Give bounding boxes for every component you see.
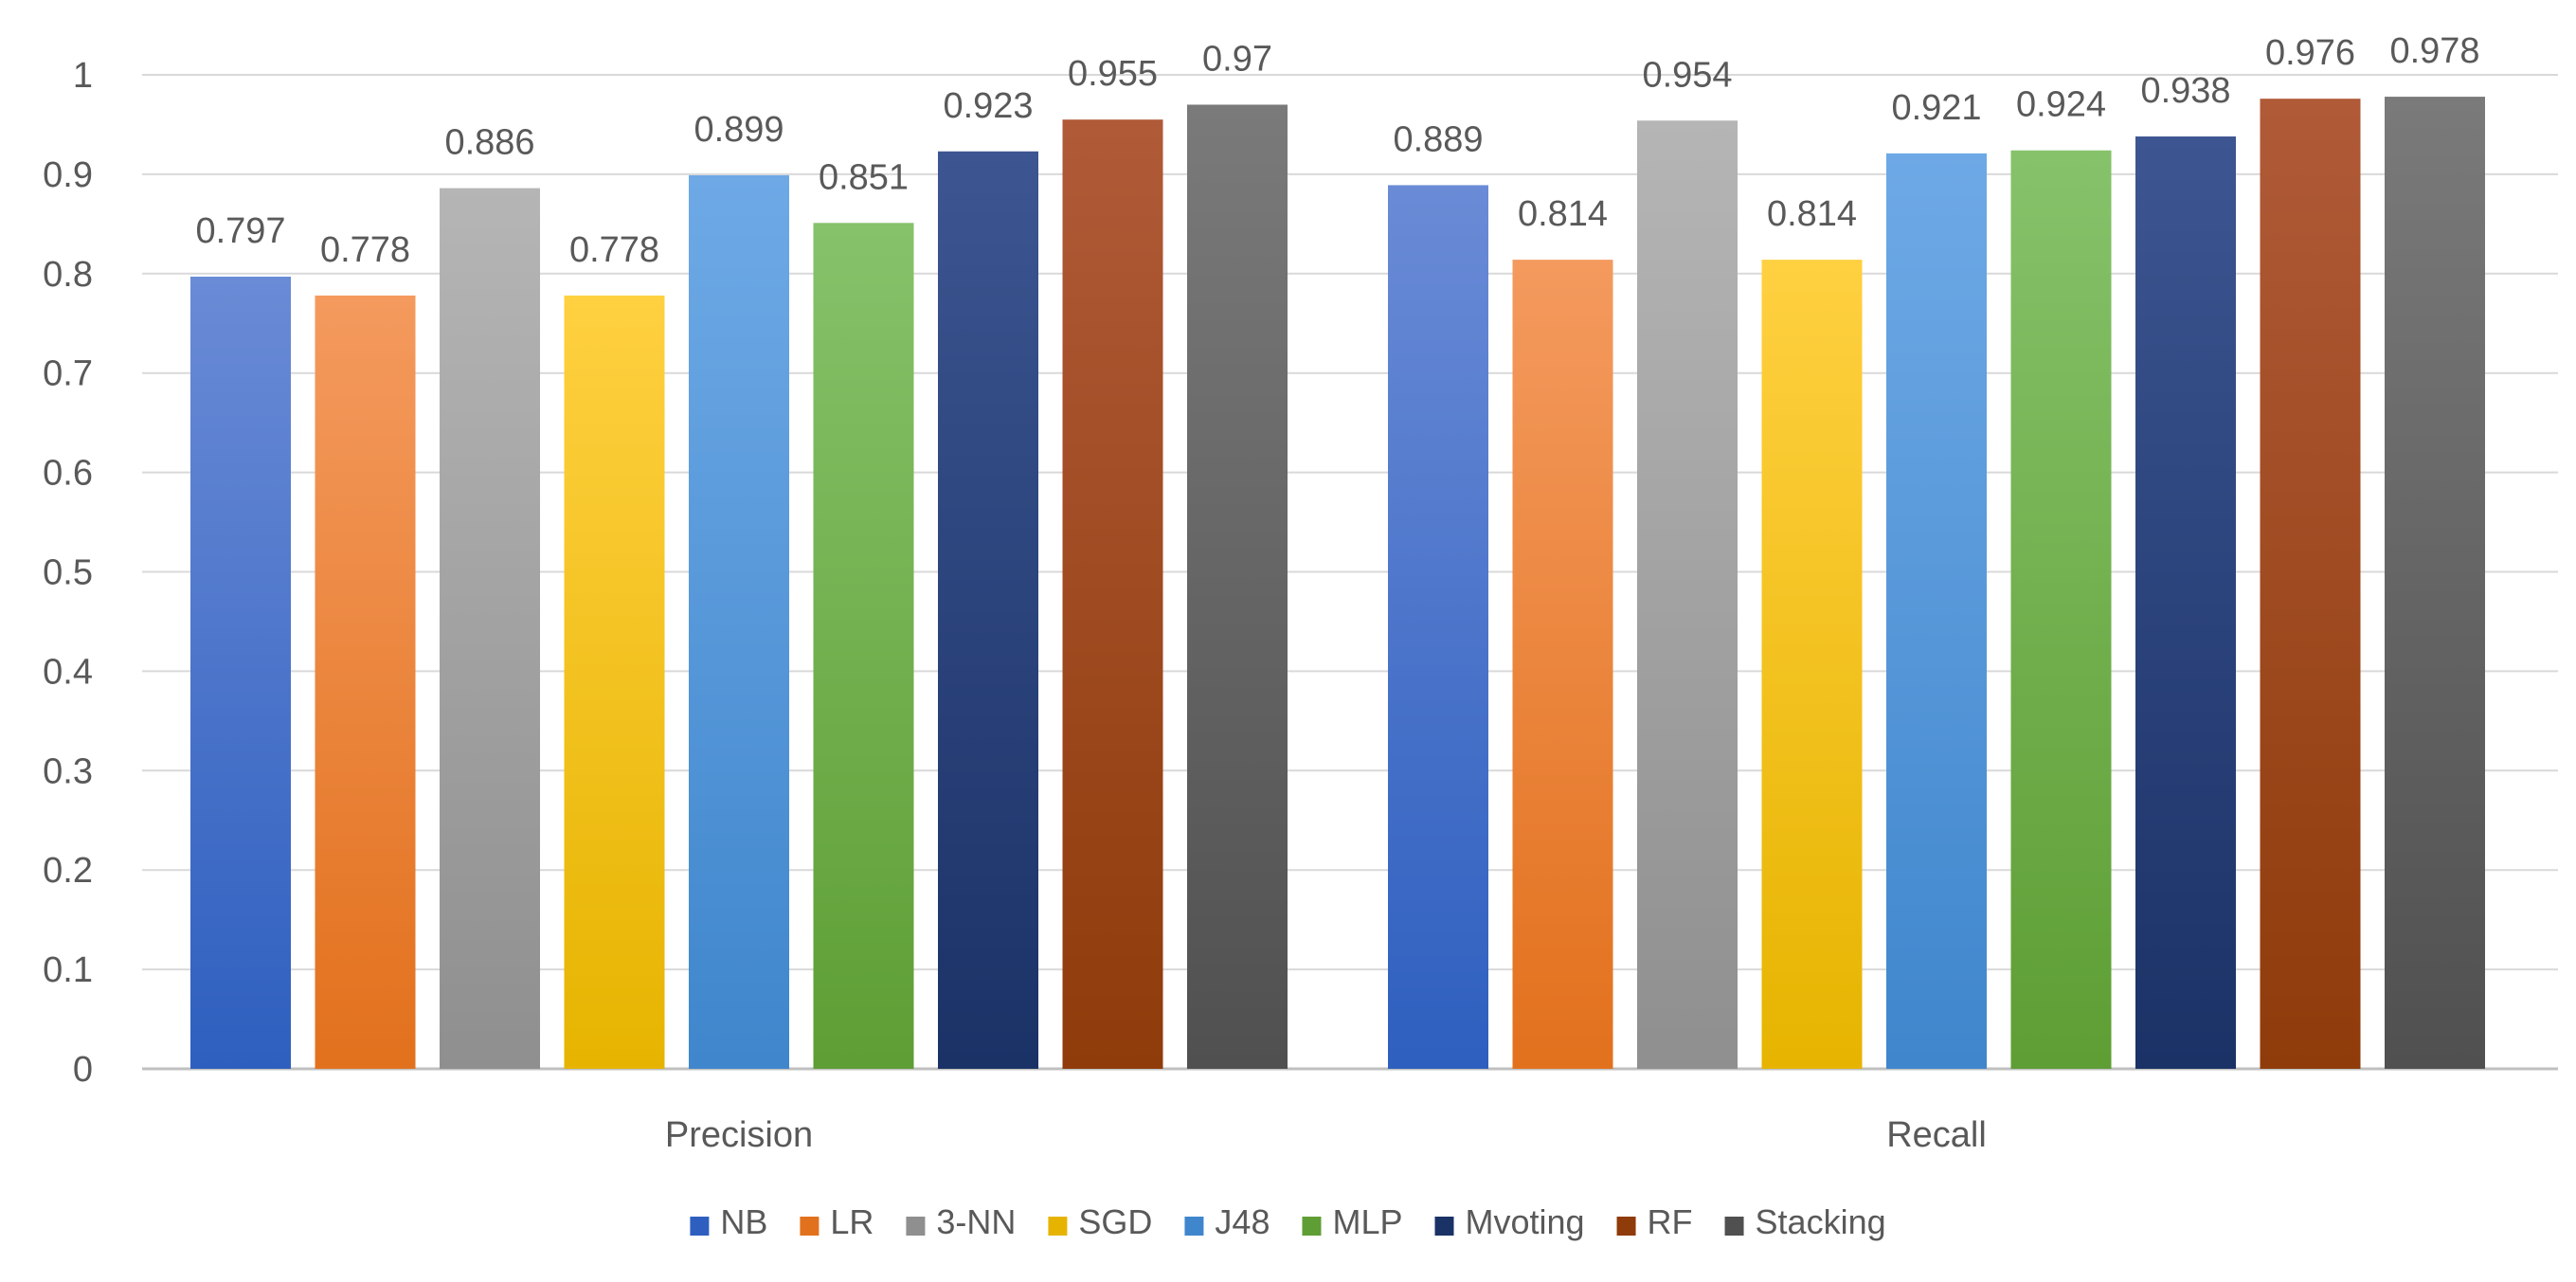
data-label: 0.976: [2265, 33, 2355, 73]
legend-swatch: [1724, 1217, 1744, 1236]
bar-j48-precision: [689, 174, 789, 1070]
legend-label: LR: [830, 1202, 874, 1241]
legend-swatch: [1302, 1217, 1322, 1236]
legend-item-3-nn: 3-NN: [906, 1202, 1016, 1241]
bar-stacking-recall: [2385, 97, 2485, 1069]
legend: NB LR 3-NN SGD J48 MLP Mvoting RF Stacking: [690, 1202, 1886, 1241]
y-axis-tick-labels: 0 0.1 0.2 0.3 0.4 0.5 0.6 0.7 0.8 0.9 1: [43, 56, 93, 1090]
y-tick-label: 0.9: [43, 155, 93, 195]
legend-item-mvoting: Mvoting: [1434, 1202, 1585, 1241]
legend-item-nb: NB: [690, 1202, 767, 1241]
bar-rf-recall: [2260, 99, 2361, 1069]
data-label: 0.899: [694, 110, 784, 150]
bars: [190, 97, 2485, 1070]
y-tick-label: 0.2: [43, 851, 93, 891]
bar-3-nn-precision: [440, 188, 540, 1069]
bar-j48-recall: [1886, 153, 1987, 1070]
x-category-label: Recall: [1886, 1115, 1987, 1155]
data-label: 0.955: [1068, 54, 1158, 94]
y-tick-label: 0.6: [43, 454, 93, 494]
legend-swatch: [1048, 1217, 1068, 1236]
legend-swatch: [690, 1217, 710, 1236]
data-label: 0.797: [195, 211, 285, 251]
bar-mlp-precision: [813, 223, 914, 1069]
data-labels: 0.797 0.778 0.886 0.778 0.899 0.851 0.923 0.955…: [195, 31, 2479, 270]
x-axis-category-labels: Precision Recall: [665, 1115, 1987, 1155]
data-label: 0.778: [569, 230, 659, 270]
legend-label: SGD: [1078, 1202, 1152, 1241]
y-tick-label: 1: [73, 56, 93, 96]
legend-item-stacking: Stacking: [1724, 1202, 1886, 1241]
bar-mlp-recall: [2010, 150, 2112, 1069]
data-label: 0.814: [1767, 194, 1857, 234]
bar-sgd-precision: [564, 295, 665, 1069]
y-tick-label: 0.4: [43, 652, 93, 692]
legend-item-sgd: SGD: [1048, 1202, 1152, 1241]
data-label: 0.938: [2140, 71, 2230, 111]
legend-label: NB: [720, 1202, 767, 1241]
legend-swatch: [1616, 1217, 1636, 1236]
legend-swatch: [800, 1217, 820, 1236]
legend-swatch: [906, 1217, 926, 1236]
bar-mvoting-recall: [2135, 136, 2236, 1070]
bar-stacking-precision: [1187, 104, 1288, 1070]
legend-label: MLP: [1332, 1202, 1402, 1241]
y-tick-label: 0.7: [43, 354, 93, 394]
y-tick-label: 0.8: [43, 255, 93, 295]
data-label: 0.924: [2016, 85, 2106, 125]
data-label: 0.851: [819, 157, 909, 197]
data-label: 0.978: [2389, 31, 2479, 71]
bar-sgd-recall: [1761, 260, 1863, 1069]
bar-mvoting-precision: [938, 151, 1038, 1069]
legend-item-rf: RF: [1616, 1202, 1693, 1241]
legend-label: J48: [1215, 1202, 1270, 1241]
bar-lr-recall: [1512, 260, 1613, 1069]
bar-nb-precision: [190, 276, 291, 1069]
bar-3-nn-recall: [1637, 120, 1738, 1069]
y-tick-label: 0.1: [43, 950, 93, 990]
y-tick-label: 0: [73, 1050, 93, 1090]
data-label: 0.97: [1202, 39, 1272, 79]
data-label: 0.889: [1393, 119, 1483, 159]
y-tick-label: 0.3: [43, 751, 93, 791]
legend-label: Stacking: [1756, 1202, 1886, 1241]
x-category-label: Precision: [665, 1115, 813, 1155]
legend-label: Mvoting: [1465, 1202, 1584, 1241]
legend-label: RF: [1648, 1202, 1693, 1241]
data-label: 0.886: [444, 123, 534, 163]
legend-label: 3-NN: [936, 1202, 1016, 1241]
legend-swatch: [1434, 1217, 1454, 1236]
data-label: 0.778: [320, 230, 410, 270]
data-label: 0.923: [943, 86, 1033, 126]
legend-swatch: [1184, 1217, 1204, 1236]
bar-nb-recall: [1388, 185, 1488, 1070]
legend-item-mlp: MLP: [1302, 1202, 1403, 1241]
y-tick-label: 0.5: [43, 553, 93, 593]
legend-item-j48: J48: [1184, 1202, 1270, 1241]
data-label: 0.921: [1891, 88, 1981, 128]
data-label: 0.954: [1642, 55, 1732, 95]
data-label: 0.814: [1518, 194, 1608, 234]
legend-item-lr: LR: [800, 1202, 874, 1241]
bar-lr-precision: [315, 295, 416, 1069]
bar-rf-precision: [1062, 119, 1163, 1069]
